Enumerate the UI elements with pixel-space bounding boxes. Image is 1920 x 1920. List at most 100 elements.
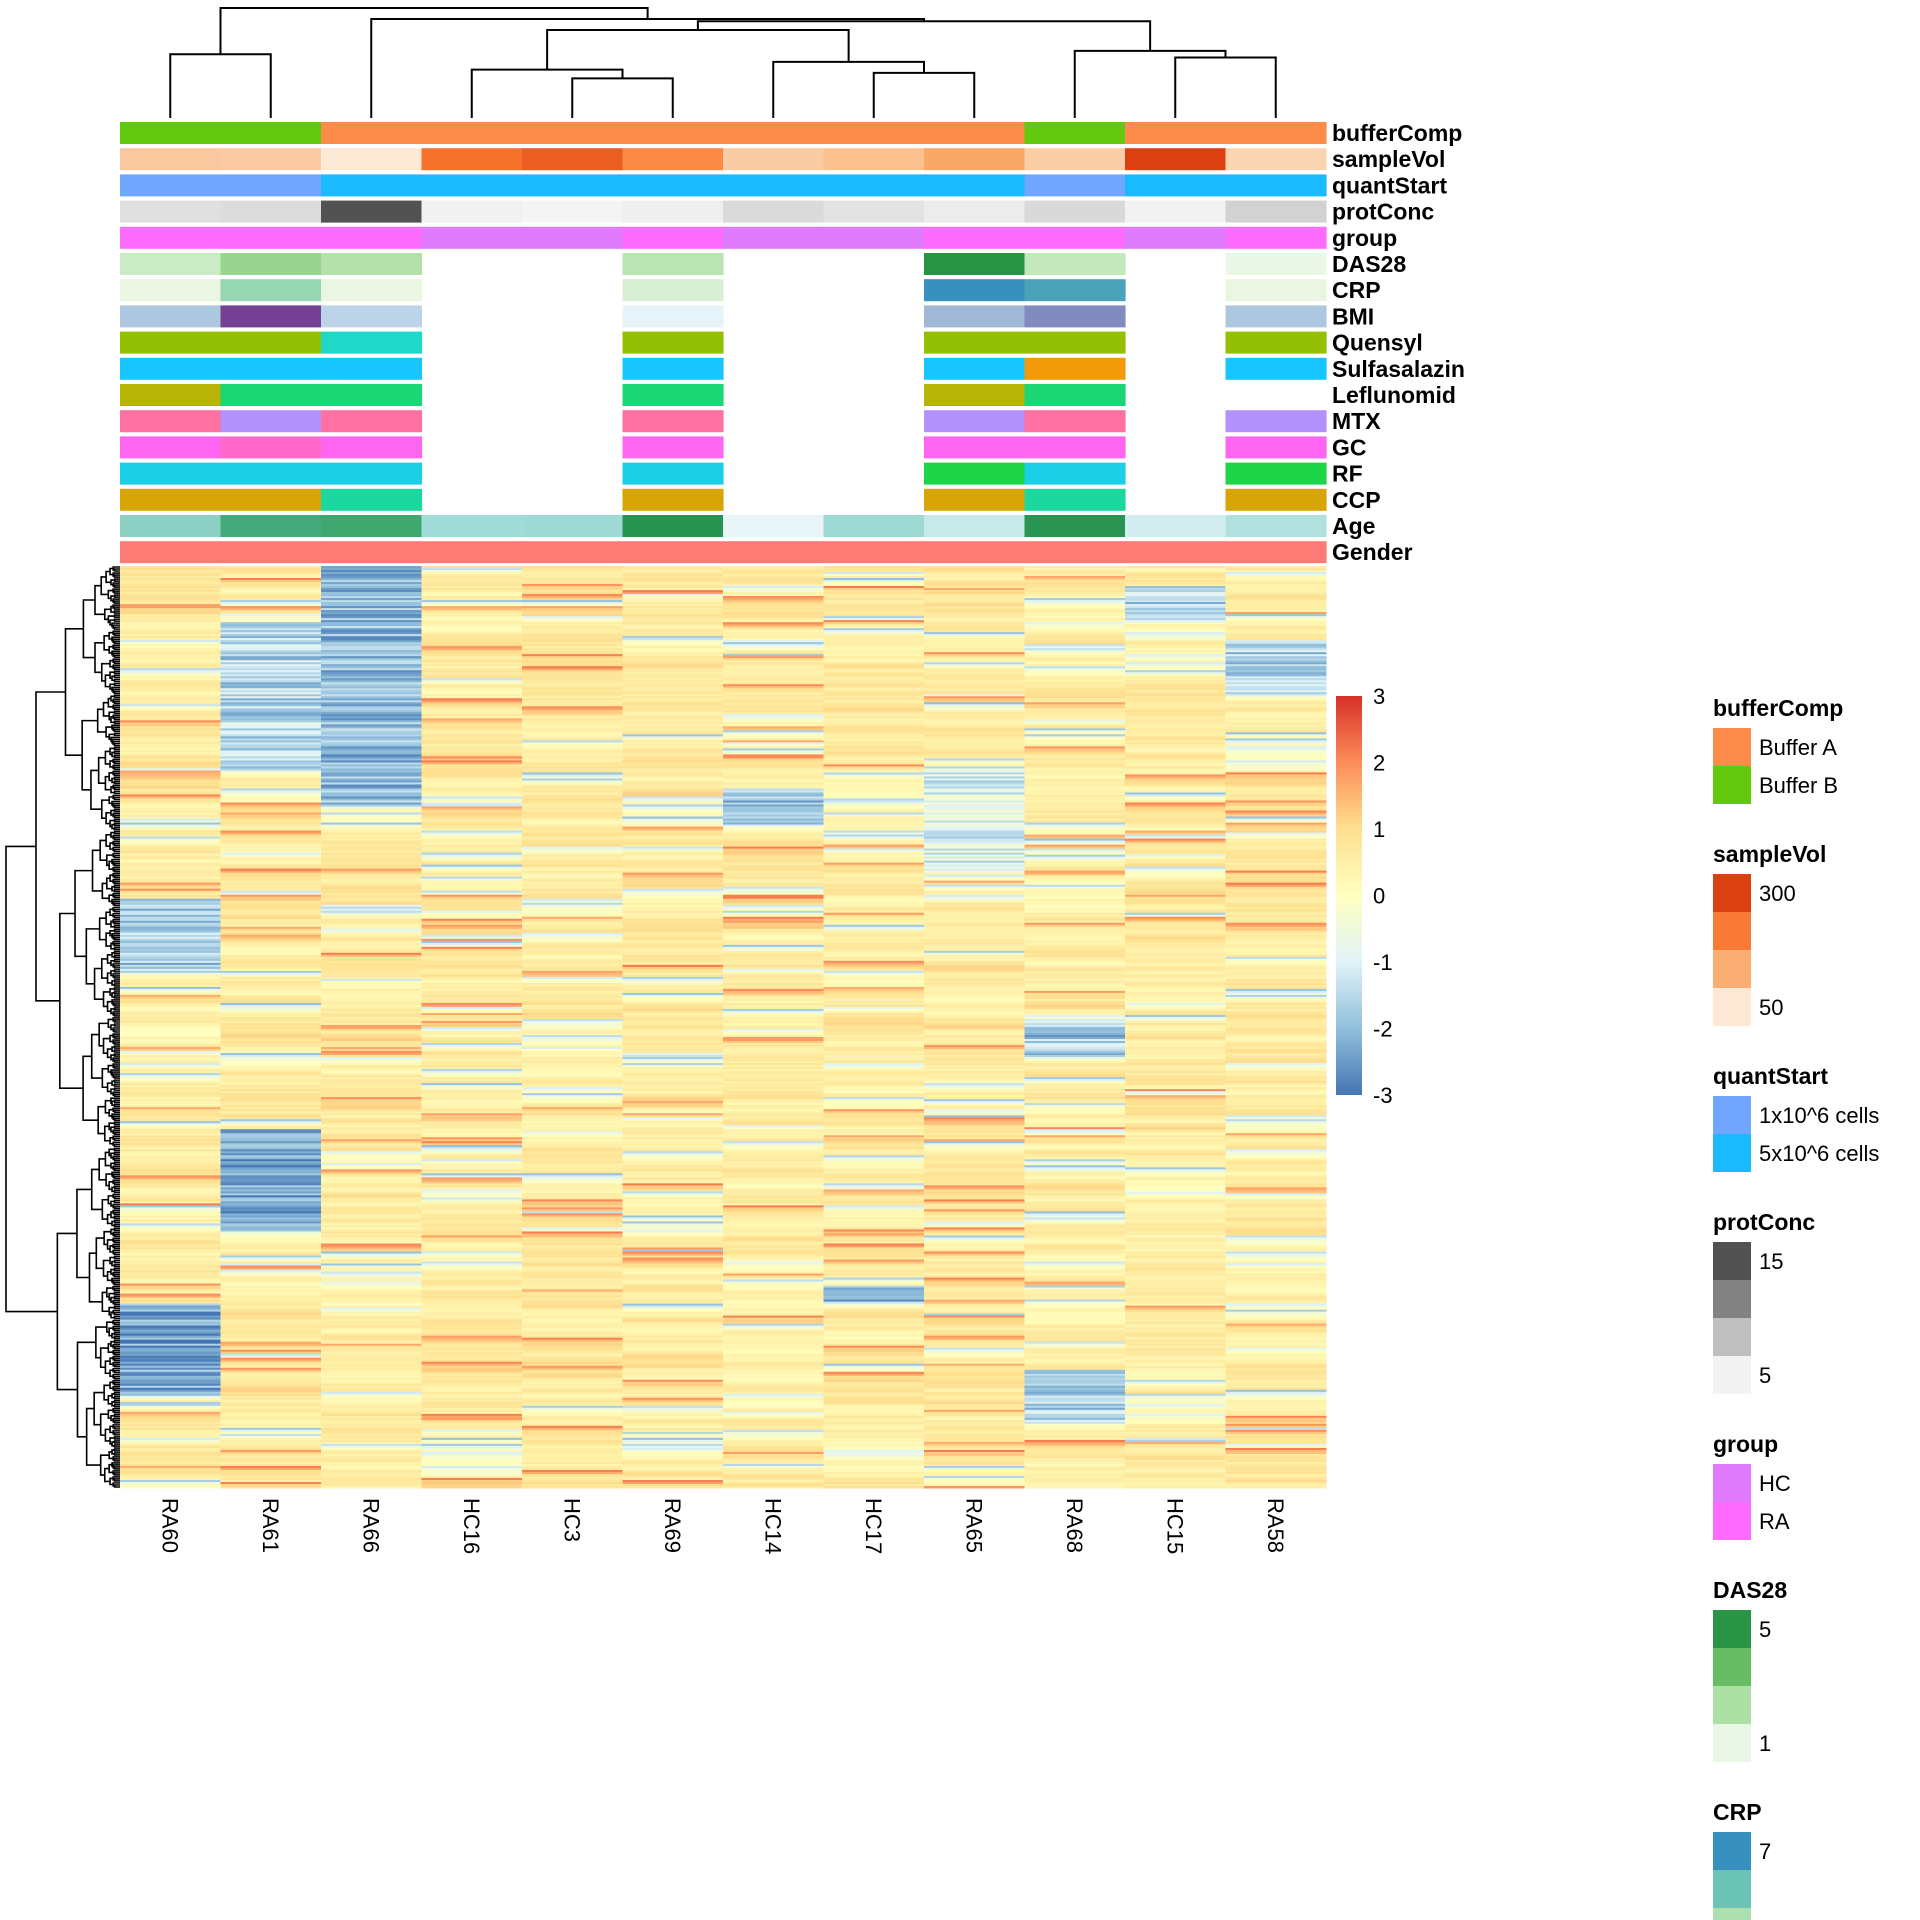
heatmap-cell: [1024, 892, 1126, 896]
heatmap-cell: [421, 908, 523, 912]
heatmap-cell: [120, 1243, 221, 1246]
heatmap-cell: [220, 634, 322, 637]
heatmap-cell: [723, 1231, 824, 1234]
heatmap-cell: [723, 1271, 824, 1275]
heatmap-cell: [120, 1209, 221, 1212]
heatmap-cell: [1125, 574, 1226, 577]
heatmap-cell: [924, 1461, 1025, 1465]
heatmap-cell: [723, 1431, 824, 1435]
heatmap-cell: [220, 776, 322, 779]
heatmap-cell: [522, 1477, 623, 1481]
heatmap-cell: [1024, 1115, 1126, 1118]
heatmap-cell: [723, 1137, 824, 1140]
heatmap-cell: [723, 1037, 824, 1040]
heatmap-cell: [120, 1199, 221, 1202]
heatmap-cell: [622, 1231, 724, 1234]
heatmap-cell: [522, 616, 623, 619]
heatmap-cell: [823, 938, 925, 942]
heatmap-cell: [622, 1053, 724, 1056]
heatmap-cell: [421, 1251, 523, 1254]
annotation-cell: [622, 462, 724, 485]
heatmap-cell: [421, 1171, 523, 1174]
heatmap-cell: [1125, 600, 1226, 603]
heatmap-cell: [1125, 748, 1226, 751]
heatmap-cell: [823, 888, 925, 892]
heatmap-cell: [823, 1353, 925, 1357]
heatmap-cell: [321, 1045, 422, 1048]
heatmap-cell: [723, 1016, 824, 1020]
heatmap-cell: [421, 1257, 523, 1261]
heatmap-cell: [220, 1012, 322, 1016]
heatmap-cell: [823, 670, 925, 673]
heatmap-cell: [1024, 842, 1126, 846]
heatmap-cell: [823, 1167, 925, 1170]
heatmap-cell: [622, 980, 724, 984]
heatmap-cell: [723, 890, 824, 894]
heatmap-cell: [421, 1339, 523, 1343]
heatmap-cell: [1024, 1347, 1126, 1351]
heatmap-cell: [823, 1483, 925, 1487]
heatmap-cell: [823, 1211, 925, 1214]
heatmap-cell: [622, 1331, 724, 1335]
heatmap-column-ra60: [120, 566, 221, 1489]
heatmap-cell: [924, 772, 1025, 775]
heatmap-cell: [321, 848, 422, 852]
heatmap-cell: [823, 1057, 925, 1060]
heatmap-cell: [220, 1249, 322, 1252]
heatmap-cell: [622, 1321, 724, 1325]
heatmap-cell: [321, 1359, 422, 1363]
heatmap-cell: [723, 624, 824, 627]
heatmap-cell: [1024, 1335, 1126, 1339]
heatmap-cell: [522, 758, 623, 761]
heatmap-cell: [120, 1299, 221, 1303]
heatmap-cell: [220, 1259, 322, 1263]
heatmap-cell: [723, 726, 824, 729]
heatmap-cell: [421, 882, 523, 886]
heatmap-cell: [321, 724, 422, 727]
heatmap-cell: [622, 1091, 724, 1094]
heatmap-cell: [723, 1277, 824, 1281]
heatmap-cell: [823, 1363, 925, 1367]
heatmap-cell: [421, 724, 523, 727]
heatmap-cell: [522, 680, 623, 683]
heatmap-cell: [220, 882, 322, 886]
heatmap-column-hc14: [723, 566, 824, 1489]
heatmap-cell: [220, 850, 322, 854]
heatmap-cell: [1024, 1331, 1126, 1335]
heatmap-cell: [120, 886, 221, 890]
heatmap-cell: [321, 1129, 422, 1132]
heatmap-cell: [924, 992, 1025, 996]
heatmap-cell: [321, 734, 422, 737]
heatmap-cell: [1125, 830, 1226, 834]
heatmap-cell: [924, 978, 1025, 982]
heatmap-cell: [1125, 824, 1226, 828]
heatmap-cell: [924, 664, 1025, 667]
heatmap-cell: [421, 748, 523, 751]
heatmap-cell: [321, 1195, 422, 1198]
heatmap-cell: [622, 958, 724, 962]
heatmap-cell: [622, 1125, 724, 1128]
heatmap-cell: [522, 886, 623, 890]
heatmap-cell: [924, 738, 1025, 741]
heatmap-cell: [823, 866, 925, 870]
heatmap-cell: [622, 1181, 724, 1184]
heatmap-cell: [723, 1363, 824, 1367]
heatmap-cell: [321, 1363, 422, 1367]
heatmap-cell: [421, 770, 523, 773]
heatmap-cell: [120, 1369, 221, 1373]
heatmap-cell: [220, 1183, 322, 1186]
heatmap-cell: [522, 1109, 623, 1112]
annotation-track-gender: Gender: [120, 539, 1413, 565]
heatmap-cell: [120, 1235, 221, 1238]
heatmap-cell: [220, 1083, 322, 1086]
heatmap-cell: [622, 1423, 724, 1427]
heatmap-cell: [321, 898, 422, 902]
heatmap-cell: [1125, 770, 1226, 773]
heatmap-cell: [924, 986, 1025, 990]
heatmap-cell: [723, 814, 824, 818]
heatmap-cell: [120, 1043, 221, 1046]
heatmap-cell: [321, 1335, 422, 1339]
heatmap-cell: [321, 642, 422, 645]
heatmap-cell: [421, 1151, 523, 1154]
heatmap-cell: [321, 730, 422, 733]
